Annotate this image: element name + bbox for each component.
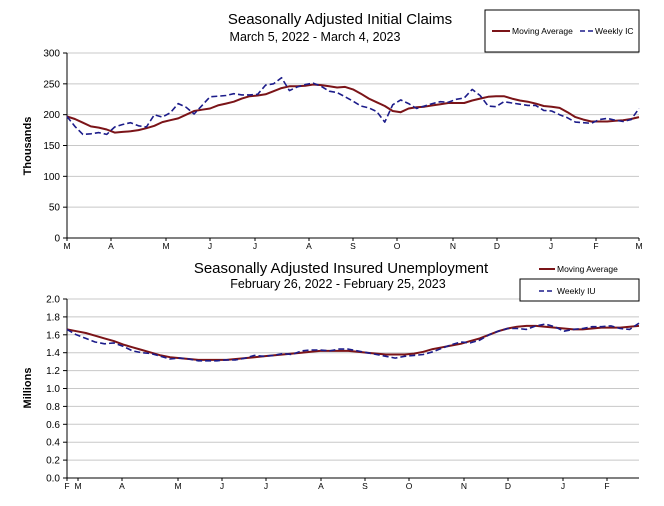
- c2-y-tick-label: 2.0: [46, 295, 60, 306]
- c2-y-tick-label: 0.8: [46, 402, 60, 413]
- c2-x-tick-label: J: [220, 481, 224, 491]
- chart1-legend-label-weekly: Weekly IC: [595, 26, 634, 36]
- c1-y-tick-label: 50: [49, 203, 61, 214]
- c1-x-tick-label: M: [162, 241, 169, 251]
- c1-x-tick-label: M: [635, 241, 642, 251]
- c1-x-tick-label: F: [593, 241, 598, 251]
- c1-y-tick-label: 0: [54, 234, 60, 245]
- c2-x-tick-label: N: [461, 481, 467, 491]
- chart2-gridlines: [66, 298, 639, 479]
- chart2-y-axis-label: Millions: [22, 368, 34, 409]
- insured-unemployment-chart: Seasonally Adjusted Insured Unemployment…: [22, 260, 640, 491]
- c2-x-tick-label: J: [264, 481, 268, 491]
- chart1-title: Seasonally Adjusted Initial Claims: [228, 11, 452, 28]
- c2-x-tick-label: M: [174, 481, 181, 491]
- chart2-legend-label-weekly: Weekly IU: [557, 286, 596, 296]
- chart2-title: Seasonally Adjusted Insured Unemployment: [194, 260, 489, 277]
- c1-x-tick-label: A: [306, 241, 312, 251]
- c2-y-tick-label: 1.0: [46, 384, 60, 395]
- c1-series-moving-average-line: [66, 83, 640, 134]
- chart2-series-lines: [66, 322, 640, 362]
- c1-x-tick-label: N: [450, 241, 456, 251]
- chart2-subtitle: February 26, 2022 - February 25, 2023: [230, 277, 445, 291]
- c2-y-tick-label: 0.0: [46, 474, 60, 485]
- initial-claims-chart: Seasonally Adjusted Initial Claims March…: [22, 9, 643, 251]
- c1-y-tick-label: 300: [43, 49, 60, 60]
- c2-x-tick-label: A: [119, 481, 125, 491]
- c1-x-tick-label: M: [63, 241, 70, 251]
- chart2-legend: Moving Average Weekly IU: [519, 264, 640, 302]
- c2-y-tick-label: 0.4: [46, 438, 60, 449]
- c1-x-tick-label: D: [494, 241, 500, 251]
- chart1-y-ticks: 0 50 100 150 200 250 300: [43, 49, 67, 245]
- chart1-legend-box: [484, 9, 640, 53]
- c2-x-tick-label: D: [505, 481, 511, 491]
- c2-x-tick-label: O: [406, 481, 413, 491]
- c1-y-tick-label: 250: [43, 79, 60, 90]
- c1-x-tick-label: S: [350, 241, 356, 251]
- chart1-legend-label-ma: Moving Average: [512, 26, 573, 36]
- c2-x-tick-label: M: [74, 481, 81, 491]
- c2-y-tick-label: 0.6: [46, 420, 60, 431]
- c2-series-moving-average-line: [66, 324, 640, 361]
- chart1-gridlines: [66, 52, 639, 239]
- c1-x-tick-label: J: [208, 241, 212, 251]
- c1-x-tick-label: J: [253, 241, 257, 251]
- c2-x-tick-label: S: [362, 481, 368, 491]
- c1-y-tick-label: 150: [43, 141, 60, 152]
- chart1-subtitle: March 5, 2022 - March 4, 2023: [230, 30, 401, 44]
- chart1-y-axis-label: Thousands: [22, 117, 34, 176]
- c2-x-tick-label: F: [64, 481, 69, 491]
- c1-y-tick-label: 200: [43, 110, 60, 121]
- c2-x-tick-label: J: [561, 481, 565, 491]
- c2-y-tick-label: 1.2: [46, 366, 60, 377]
- chart2-legend-label-ma: Moving Average: [557, 264, 618, 274]
- c2-y-tick-label: 1.6: [46, 330, 60, 341]
- chart1-legend: Moving Average Weekly IC: [484, 9, 640, 53]
- c2-y-tick-label: 0.2: [46, 456, 60, 467]
- c2-x-tick-label: F: [604, 481, 609, 491]
- c1-x-tick-label: J: [549, 241, 553, 251]
- c1-x-tick-label: O: [394, 241, 401, 251]
- chart1-series-lines: [66, 76, 640, 136]
- c1-y-tick-label: 100: [43, 172, 60, 183]
- c2-y-tick-label: 1.8: [46, 312, 60, 323]
- chart2-legend-box: [519, 278, 640, 302]
- c1-series-weekly-line: [66, 76, 640, 136]
- c1-x-tick-label: A: [108, 241, 114, 251]
- chart2-y-ticks: 0.0 0.2 0.4 0.6 0.8 1.0 1.2 1.4 1.6 1.8 2.0: [46, 295, 67, 485]
- c2-x-tick-label: A: [318, 481, 324, 491]
- c2-series-weekly-line: [66, 322, 640, 362]
- c2-y-tick-label: 1.4: [46, 348, 60, 359]
